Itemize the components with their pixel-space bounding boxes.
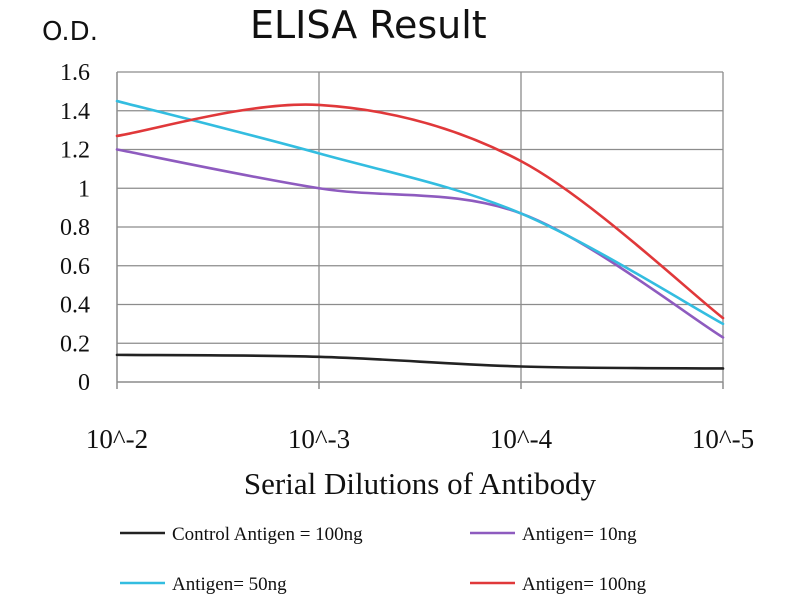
y-tick-labels: 0 0.2 0.4 0.6 0.8 1 1.2 1.4 1.6 bbox=[60, 60, 90, 396]
series-line-1 bbox=[115, 148, 725, 339]
y-tick-label: 0.2 bbox=[60, 331, 90, 357]
x-tick-label: 10^-3 bbox=[288, 424, 350, 454]
series-line-3 bbox=[115, 103, 725, 320]
y-tick-label: 0.8 bbox=[60, 215, 90, 241]
x-tick-label: 10^-4 bbox=[490, 424, 553, 454]
x-tick-label: 10^-5 bbox=[692, 424, 754, 454]
y-tick-label: 0 bbox=[78, 370, 90, 396]
axes bbox=[116, 72, 724, 389]
x-tick-label: 10^-2 bbox=[86, 424, 148, 454]
y-tick-label: 0.4 bbox=[60, 293, 90, 319]
legend-label: Control Antigen = 100ng bbox=[172, 524, 363, 545]
legend-label: Antigen= 10ng bbox=[522, 524, 637, 545]
series-line-0 bbox=[115, 353, 725, 370]
y-axis-label: O.D. bbox=[42, 17, 98, 47]
gridlines bbox=[117, 71, 724, 382]
y-tick-label: 1.4 bbox=[60, 99, 90, 125]
legend-item: Control Antigen = 100ng bbox=[120, 524, 363, 545]
y-tick-label: 1.6 bbox=[60, 60, 90, 86]
y-tick-label: 0.6 bbox=[60, 254, 90, 280]
y-tick-label: 1 bbox=[78, 176, 90, 202]
series-line-2 bbox=[115, 99, 725, 326]
y-tick-label: 1.2 bbox=[60, 138, 90, 164]
legend-item: Antigen= 10ng bbox=[470, 524, 637, 545]
legend-item: Antigen= 100ng bbox=[470, 574, 647, 595]
x-tick-labels: 10^-2 10^-3 10^-4 10^-5 bbox=[86, 424, 754, 454]
chart-title: ELISA Result bbox=[250, 3, 487, 47]
x-axis-label: Serial Dilutions of Antibody bbox=[244, 466, 597, 501]
legend-label: Antigen= 100ng bbox=[522, 574, 647, 595]
legend-item: Antigen= 50ng bbox=[120, 574, 287, 595]
legend: Control Antigen = 100ng Antigen= 10ng Anti… bbox=[120, 524, 647, 595]
series-lines bbox=[115, 99, 725, 370]
legend-label: Antigen= 50ng bbox=[172, 574, 287, 595]
